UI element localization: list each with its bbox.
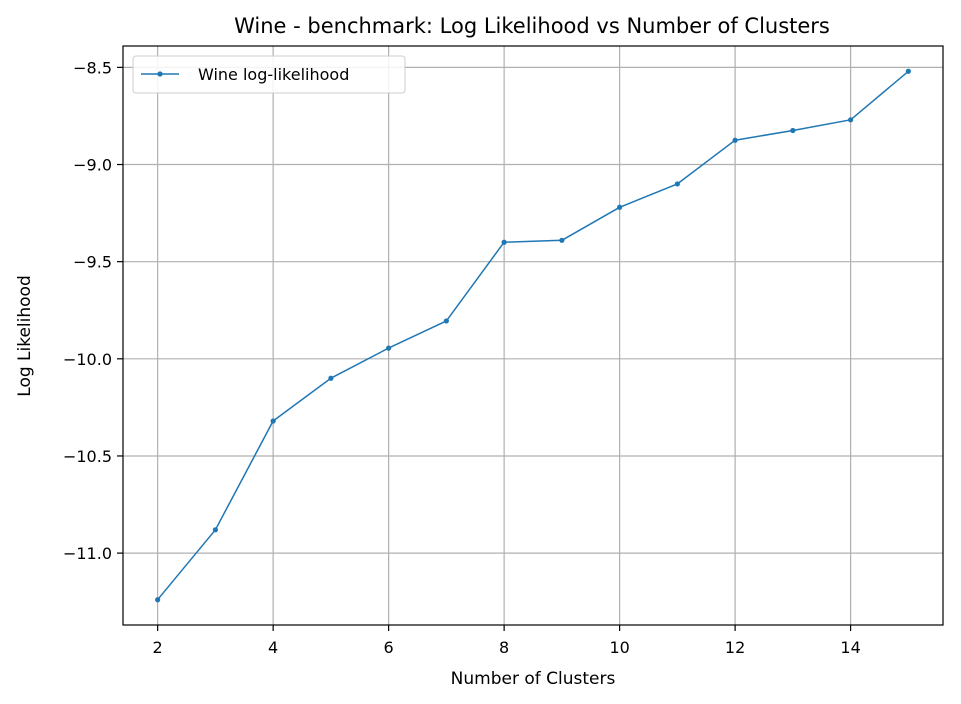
data-point <box>559 237 565 243</box>
data-point <box>905 68 911 74</box>
data-point <box>212 527 218 533</box>
series-layer <box>155 68 911 603</box>
x-tick-label: 14 <box>840 638 860 657</box>
x-axis-label: Number of Clusters <box>451 669 616 689</box>
legend-marker <box>157 71 163 77</box>
y-tick-label: −9.0 <box>73 156 112 175</box>
x-tick-label: 12 <box>725 638 745 657</box>
legend-label: Wine log-likelihood <box>198 65 349 84</box>
y-tick-label: −11.0 <box>63 544 112 563</box>
data-point <box>155 597 161 603</box>
x-tick-label: 4 <box>268 638 278 657</box>
x-tick-label: 2 <box>153 638 163 657</box>
data-point <box>790 127 796 134</box>
ticks: 2 4 6 8 10 12 14 −11.0 −10.5 −10.0 −9.5 −9.0 −8.5 <box>63 58 861 657</box>
legend-box <box>132 55 406 94</box>
data-point <box>270 418 276 424</box>
y-tick-label: −8.5 <box>73 58 112 77</box>
x-tick-label: 8 <box>499 638 509 657</box>
legend: Wine log-likelihood <box>132 55 406 94</box>
plot-frame <box>122 45 944 626</box>
chart-title: Wine - benchmark: Log Likelihood vs Numb… <box>234 14 830 38</box>
data-point <box>386 345 392 351</box>
x-tick-label: 6 <box>384 638 394 657</box>
data-point <box>732 137 738 143</box>
data-point <box>501 239 507 245</box>
x-tick-label: 10 <box>609 638 629 657</box>
y-tick-label: −10.0 <box>63 350 112 369</box>
data-point <box>328 375 334 381</box>
series-line <box>157 70 909 601</box>
y-tick-label: −10.5 <box>63 447 112 466</box>
data-point <box>848 117 854 123</box>
data-point <box>443 318 449 324</box>
y-tick-label: −9.5 <box>73 253 112 272</box>
data-point <box>617 204 623 210</box>
data-point <box>674 181 680 187</box>
y-axis-label: Log Likelihood <box>15 275 35 396</box>
